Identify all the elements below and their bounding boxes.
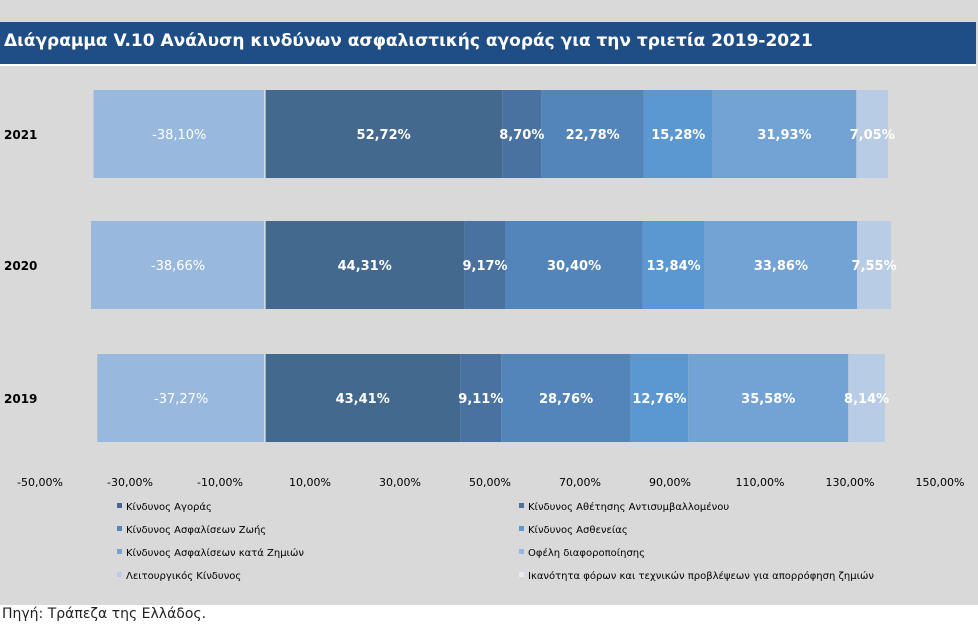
legend-label: Κίνδυνος Ασφαλίσεων κατά Ζημιών <box>126 547 304 559</box>
bar-segment <box>265 221 465 309</box>
legend-swatch <box>519 572 524 577</box>
legend-swatch <box>519 526 524 531</box>
data-label: 52,72% <box>357 128 411 143</box>
bar-segment <box>97 354 265 442</box>
chart-plot: -38,10% 52,72% 8,70% 22,78% 15,28% 31,93% 7,05… <box>4 90 965 582</box>
data-label: -37,27% <box>154 392 208 407</box>
x-tick-label: 130,00% <box>826 476 875 489</box>
data-label: -38,10% <box>152 128 206 143</box>
legend-label: Κίνδυνος Αθέτησης Αντισυμβαλλομένου <box>528 501 729 513</box>
source-note: Πηγή: Τράπεζα της Ελλάδος. <box>2 606 207 622</box>
data-label: 30,40% <box>547 259 601 274</box>
data-label: 7,55% <box>852 259 897 274</box>
legend-swatch <box>117 503 122 508</box>
data-label: 7,05% <box>850 128 895 143</box>
bar-segment <box>712 90 857 178</box>
data-label: 15,28% <box>651 128 705 143</box>
data-label: -38,66% <box>151 259 205 274</box>
legend-swatch <box>117 526 122 531</box>
bar-segment <box>704 221 858 309</box>
legend-label: Κίνδυνος Ασφαλίσεων Ζωής <box>126 524 266 536</box>
bar-segment <box>541 90 644 178</box>
legend-label: Ικανότητα φόρων και τεχνικών προβλέψεων … <box>528 570 874 582</box>
bar-segment <box>265 354 461 442</box>
category-label: 2020 <box>4 259 37 273</box>
category-label: 2021 <box>4 128 37 142</box>
legend-swatch <box>519 549 524 554</box>
data-label: 8,14% <box>844 392 889 407</box>
bar-segment <box>856 90 889 178</box>
bar-segment <box>93 90 265 178</box>
bar-segment <box>848 354 885 442</box>
data-label: 35,58% <box>741 392 795 407</box>
legend-swatch <box>117 549 122 554</box>
bar-segment <box>460 354 502 442</box>
bar-segment <box>502 90 542 178</box>
x-tick-label: -30,00% <box>107 476 153 489</box>
bar-segment <box>688 354 849 442</box>
bar-segment <box>642 221 705 309</box>
x-tick-label: 110,00% <box>736 476 785 489</box>
x-tick-label: 90,00% <box>649 476 691 489</box>
legend-label: Οφέλη διαφοροποίησης <box>528 547 645 559</box>
x-tick-label: -10,00% <box>197 476 243 489</box>
category-label: 2019 <box>4 392 37 406</box>
x-tick-label: 50,00% <box>469 476 511 489</box>
x-tick-label: 70,00% <box>559 476 601 489</box>
data-label: 31,93% <box>757 128 811 143</box>
bar-segment <box>91 221 265 309</box>
data-label: 9,11% <box>458 392 503 407</box>
bar-segment <box>501 354 631 442</box>
x-tick-label: 10,00% <box>289 476 331 489</box>
data-label: 8,70% <box>499 128 544 143</box>
bar-segment <box>505 221 643 309</box>
legend-swatch <box>519 503 524 508</box>
bar-segment <box>630 354 689 442</box>
data-label: 9,17% <box>462 259 507 274</box>
title-bar <box>0 22 976 66</box>
bar-segment <box>857 221 892 309</box>
data-label: 13,84% <box>647 259 701 274</box>
data-label: 33,86% <box>754 259 808 274</box>
legend-label: Κίνδυνος Ασθενείας <box>528 524 628 536</box>
data-label: 22,78% <box>566 128 620 143</box>
x-tick-label: -50,00% <box>17 476 63 489</box>
legend-label: Κίνδυνος Αγοράς <box>126 501 212 513</box>
x-tick-label: 30,00% <box>379 476 421 489</box>
bar-segment <box>464 221 506 309</box>
x-tick-label: 150,00% <box>916 476 965 489</box>
data-label: 28,76% <box>539 392 593 407</box>
data-label: 12,76% <box>632 392 686 407</box>
data-label: 44,31% <box>338 259 392 274</box>
bar-segment <box>643 90 713 178</box>
legend-label: Λειτουργικός Κίνδυνος <box>126 570 241 582</box>
chart-title: Διάγραμμα V.10 Ανάλυση κινδύνων ασφαλιστ… <box>4 31 813 51</box>
bar-segment <box>265 90 503 178</box>
data-label: 43,41% <box>336 392 390 407</box>
legend-swatch <box>117 572 122 577</box>
